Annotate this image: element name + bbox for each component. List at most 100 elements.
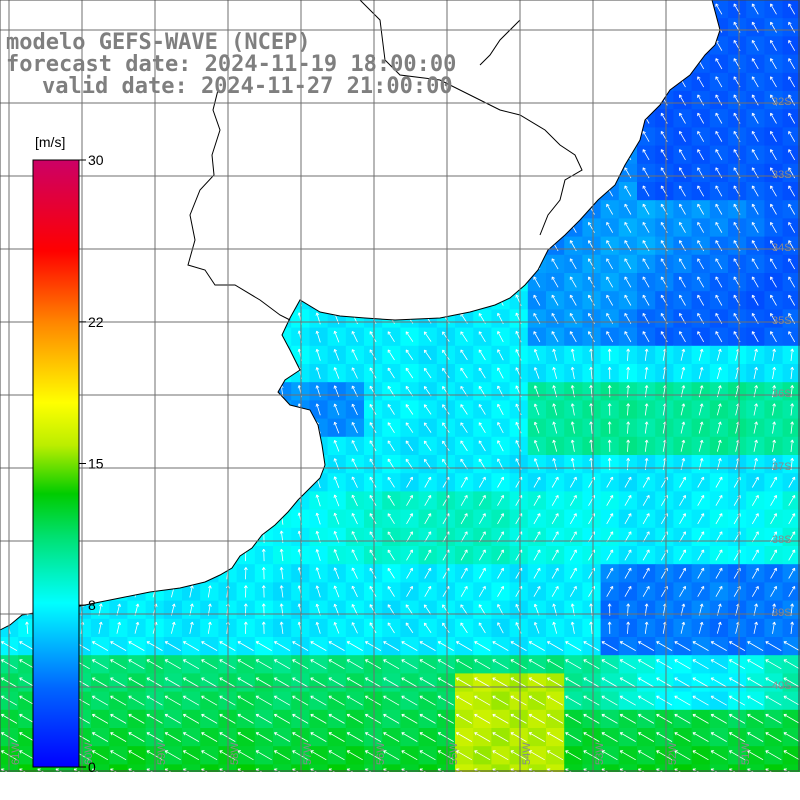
wind-cell [782, 637, 800, 656]
wind-arrow [551, 276, 559, 288]
wind-arrow [423, 622, 432, 634]
wind-arrow [364, 750, 382, 761]
wind-arrow [351, 330, 358, 343]
wind-arrow [437, 677, 454, 688]
wind-arrow [715, 476, 723, 488]
wind-arrow [697, 258, 705, 270]
wind-cell [782, 655, 800, 674]
wind-arrow [110, 641, 127, 651]
wind-cell [600, 527, 620, 547]
wind-arrow [406, 549, 413, 561]
wind-arrow [423, 404, 432, 415]
wind-arrow [716, 348, 722, 361]
wind-arrow [237, 659, 254, 670]
wind-cell [491, 491, 511, 511]
wind-cell [400, 764, 420, 772]
wind-arrow [569, 476, 577, 488]
wind-arrow [751, 476, 759, 488]
wind-arrow [128, 695, 145, 706]
wind-arrow [273, 695, 291, 706]
wind-arrow [255, 732, 272, 742]
wind-arrow [583, 750, 600, 761]
wind-arrow [98, 621, 103, 634]
wind-arrow [201, 713, 218, 724]
wind-cell [473, 764, 492, 772]
wind-arrow [201, 641, 218, 651]
wind-arrow [710, 695, 727, 706]
wind-cell [655, 509, 674, 529]
wind-arrow [770, 94, 777, 106]
wind-arrow [637, 695, 655, 706]
wind-arrow [310, 641, 327, 651]
wind-arrow [387, 476, 395, 488]
wind-arrow [697, 185, 705, 197]
wind-arrow [770, 494, 777, 506]
wind-arrow [455, 659, 473, 670]
wind-cell [673, 491, 693, 511]
wind-arrow [751, 149, 759, 161]
wind-arrow [273, 750, 291, 761]
wind-arrow [478, 331, 486, 343]
wind-cell [673, 582, 693, 602]
wind-cell [582, 473, 602, 492]
wind-arrow [751, 494, 759, 506]
wind-arrow [387, 513, 395, 525]
wind-arrow [333, 367, 340, 379]
wind-arrow [406, 476, 413, 488]
wind-arrow [423, 349, 432, 361]
wind-arrow [656, 641, 673, 651]
wind-arrow [478, 604, 486, 616]
wind-arrow [551, 494, 559, 506]
wind-arrow [715, 58, 723, 70]
wind-cell [582, 582, 602, 602]
wind-arrow [606, 331, 614, 343]
wind-arrow [460, 349, 468, 361]
wind-arrow [474, 677, 491, 688]
wind-arrow [533, 367, 540, 379]
wind-arrow [751, 549, 759, 561]
wind-arrow [255, 713, 272, 724]
wind-arrow [478, 494, 486, 506]
wind-arrow [626, 439, 631, 452]
valid-date: valid date: 2024-11-27 21:00:00 [42, 74, 453, 99]
wind-cell [509, 509, 529, 529]
wind-arrow [644, 439, 649, 452]
wind-arrow [383, 677, 400, 688]
wind-cell [782, 182, 800, 201]
wind-arrow [333, 603, 340, 616]
wind-arrow [788, 130, 796, 142]
wind-arrow [644, 621, 649, 634]
wind-arrow [387, 404, 395, 415]
wind-arrow [315, 330, 321, 343]
wind-cell [564, 527, 583, 547]
wind-cell [546, 491, 565, 511]
wind-arrow [387, 367, 395, 379]
wind-arrow [497, 549, 504, 561]
wind-arrow [698, 367, 704, 380]
wind-arrow [442, 440, 450, 452]
wind-arrow [619, 732, 636, 742]
wind-arrow [315, 549, 321, 561]
wind-cell [764, 491, 784, 511]
wind-cell [782, 273, 800, 292]
wind-cell [564, 764, 583, 772]
wind-cell [509, 582, 529, 602]
wind-arrow [783, 713, 800, 724]
wind-arrow [716, 421, 722, 434]
wind-arrow [674, 641, 691, 651]
wind-arrow [383, 713, 400, 724]
lat-label: 32S [772, 96, 792, 108]
wind-arrow [788, 76, 796, 88]
wind-arrow [552, 621, 558, 634]
lon-label: 51W [740, 742, 752, 765]
wind-cell [509, 764, 529, 772]
wind-arrow [624, 494, 632, 506]
wind-arrow [788, 531, 796, 543]
wind-arrow [164, 750, 181, 761]
wind-arrow [772, 366, 776, 380]
wind-cell [527, 509, 547, 529]
wind-cell [691, 473, 711, 492]
wind-cell [455, 473, 474, 492]
wind-arrow [437, 695, 454, 706]
wind-arrow [405, 404, 414, 415]
